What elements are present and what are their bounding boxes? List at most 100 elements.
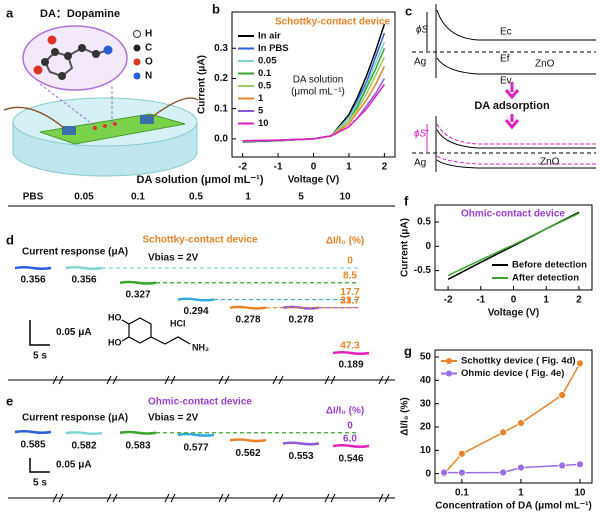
y-tick-label: 0.1	[214, 103, 228, 114]
electrode	[62, 126, 76, 135]
current-trace	[332, 351, 370, 355]
current-label: 0.546	[338, 454, 363, 465]
x-tick-label: 1	[543, 295, 549, 306]
molecule-dot	[93, 126, 97, 130]
atom	[33, 65, 43, 75]
x-tick-label: -2	[238, 162, 247, 173]
response-label: Current response (μA)	[22, 413, 128, 424]
panel-letter: g	[404, 343, 412, 358]
electrode	[140, 115, 154, 124]
category-label: 1	[245, 192, 251, 203]
atom-label: C	[145, 43, 152, 54]
series-line	[443, 362, 581, 475]
legend-marker	[446, 358, 452, 364]
band-label: ϕS'	[414, 129, 429, 140]
y-tick-label: 0	[425, 241, 431, 252]
step-arrow	[504, 114, 520, 130]
zoom-circle	[22, 25, 128, 91]
data-point	[458, 449, 466, 458]
panel-title: Ohmic-contact device	[148, 397, 252, 408]
band-label: Ag	[414, 57, 426, 68]
data-point	[576, 460, 584, 469]
panel-letter: a	[6, 5, 14, 20]
current-trace	[119, 430, 157, 435]
panel-letter: c	[405, 3, 412, 18]
atom-label: O	[145, 57, 153, 68]
axis-break	[106, 375, 118, 385]
delta-value: 8.5	[343, 270, 357, 281]
category-label: 0.5	[189, 192, 203, 203]
axis-break	[218, 375, 230, 385]
data-point	[440, 468, 449, 477]
molecule-label: HCl	[170, 318, 186, 328]
category-label: 0.1	[131, 192, 145, 203]
delta-label: ΔI/I₀ (%)	[326, 406, 364, 417]
atom	[47, 35, 57, 45]
band-label: ZnO	[535, 59, 555, 70]
y-tick-label: 0.3	[214, 43, 228, 54]
molecule-label: HO	[108, 337, 122, 347]
current-label: 0.562	[235, 448, 260, 459]
current-label: 0.582	[71, 441, 96, 452]
delta-value: 6.0	[343, 434, 357, 445]
axis-break	[164, 375, 176, 385]
band-ec	[436, 129, 596, 149]
atom	[58, 72, 66, 80]
axis-break	[164, 493, 176, 503]
panel-letter: b	[212, 1, 220, 16]
current-label: 0.327	[125, 289, 150, 300]
y-tick-label: -0.5	[414, 265, 432, 276]
current-label: 0.189	[338, 360, 363, 371]
x-axis-title: Concentration of DA (μmol mL⁻¹)	[435, 501, 592, 512]
band-label: Ev	[500, 76, 512, 87]
plot-frame	[434, 349, 593, 484]
wire	[3, 106, 65, 129]
x-tick-label: 0	[511, 295, 517, 306]
current-label: 0.356	[20, 275, 45, 286]
data-point	[558, 391, 567, 399]
panel-title: Schottky-contact device	[142, 235, 257, 246]
y-tick-label: 0.2	[214, 73, 228, 84]
atom-label: H	[145, 29, 152, 40]
panel-a: a DA：Dopamine H C O N	[3, 5, 199, 177]
x-tick-label: -2	[444, 295, 453, 306]
data-point	[458, 468, 466, 477]
y-axis-title: ΔI/I₀ (%)	[400, 397, 411, 435]
x-tick-label: 1	[346, 162, 352, 173]
molecule-bonds	[121, 319, 130, 342]
x-tick-label: 0	[311, 162, 317, 173]
annotation: DA solution	[293, 75, 344, 86]
delta-label: ΔI/I₀ (%)	[326, 236, 364, 247]
axis-break	[324, 493, 336, 503]
legend-label: After detection	[512, 273, 579, 284]
y-tick-label: 10	[420, 445, 432, 456]
current-trace	[229, 305, 267, 310]
scale-bar	[29, 458, 50, 473]
y-tick-label: 0.0	[214, 134, 228, 145]
step-label: DA adsorption	[474, 100, 550, 112]
delta-value: 0	[347, 420, 353, 431]
molecule-label: HO	[108, 312, 122, 322]
current-trace	[119, 280, 157, 285]
panel-letter: e	[6, 393, 13, 408]
x-axis-title: Voltage (V)	[488, 308, 539, 319]
category-label: 0.05	[74, 192, 94, 203]
atom	[51, 48, 59, 56]
legend-label: 0.05	[258, 56, 277, 67]
legend-label: 5	[258, 106, 264, 117]
category-label: 10	[339, 192, 351, 203]
data-point	[499, 428, 508, 437]
current-trace	[65, 431, 103, 436]
panel-c: c ϕS Ec Ag Ef Ev ZnO DA adsorption ϕS' A…	[405, 3, 596, 172]
axis-break	[218, 493, 230, 503]
zoom-line	[39, 83, 96, 127]
atom	[64, 52, 72, 60]
wire	[151, 97, 199, 118]
scale-x-label: 5 s	[33, 351, 47, 362]
delta-value: 17.7	[340, 287, 360, 298]
y-tick-label: 20	[420, 422, 432, 433]
data-point	[499, 468, 508, 477]
chart-title: Schottky-contact device	[275, 17, 390, 28]
y-axis-title: Current (μA)	[197, 55, 208, 114]
